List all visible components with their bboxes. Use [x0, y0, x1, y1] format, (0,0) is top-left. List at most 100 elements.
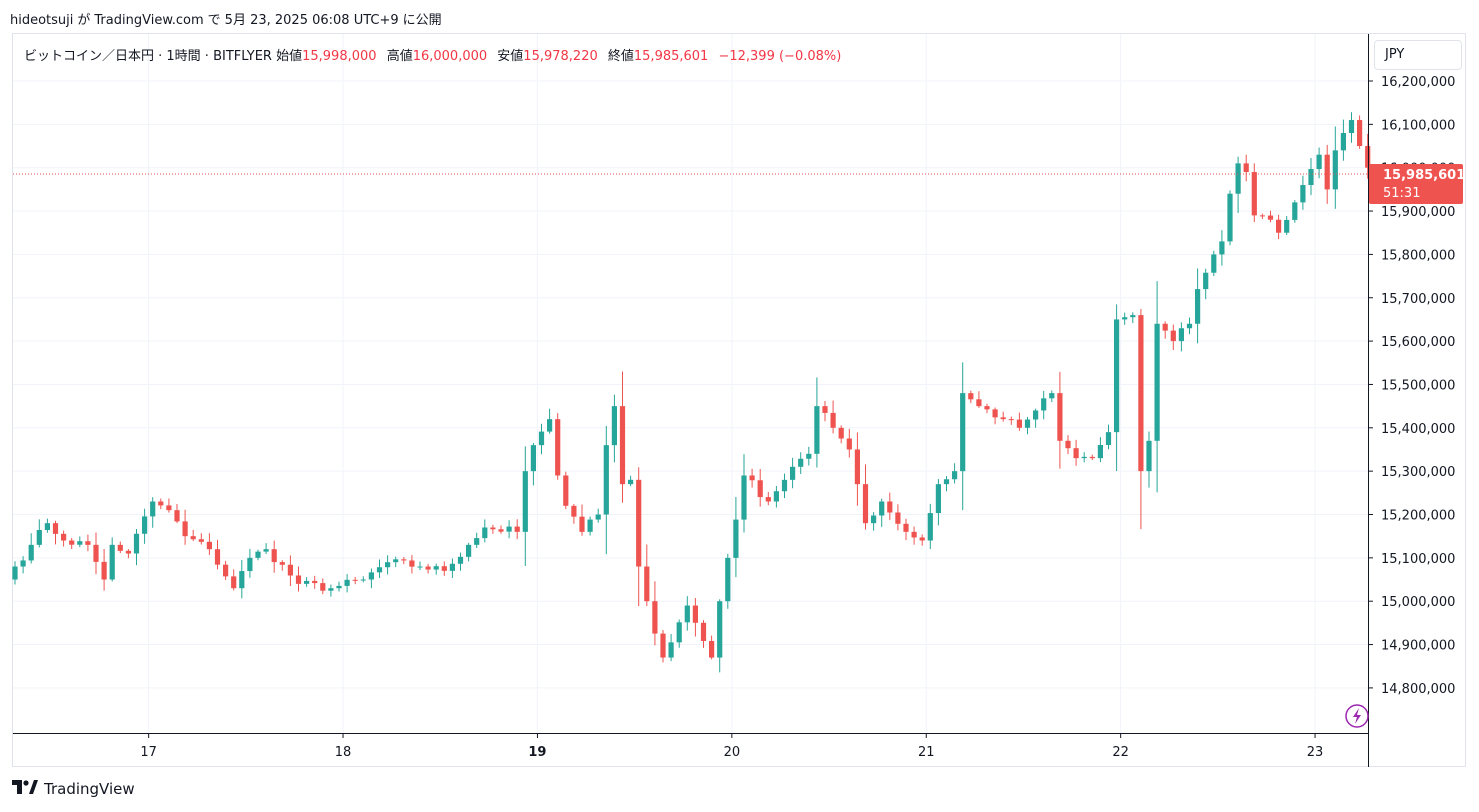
- candle: [239, 560, 245, 599]
- candle-body: [328, 588, 334, 591]
- candle: [223, 560, 229, 581]
- candle: [1308, 158, 1314, 196]
- candle-body: [611, 406, 617, 446]
- y-tick-label: 15,500,000: [1381, 378, 1455, 393]
- candle: [1024, 416, 1031, 435]
- candle-body: [1065, 440, 1071, 449]
- candle-body: [1300, 185, 1306, 203]
- candle: [587, 516, 593, 536]
- candle: [1146, 431, 1152, 488]
- candle-body: [895, 512, 901, 524]
- candle-body: [198, 539, 204, 542]
- time-axis[interactable]: 17 18 19 20 21 22 23: [140, 733, 1323, 760]
- candle: [142, 508, 148, 544]
- candle-body: [1203, 272, 1209, 290]
- candle-body: [1211, 254, 1217, 273]
- candle-body: [692, 605, 698, 623]
- grid-lines: [13, 34, 1368, 733]
- candle-body: [433, 566, 439, 570]
- candle: [320, 578, 326, 595]
- site-name[interactable]: TradingView.com: [94, 13, 204, 28]
- candle-body: [174, 510, 180, 522]
- candle-body: [854, 449, 860, 485]
- candle-body: [862, 484, 869, 524]
- currency-button[interactable]: JPY: [1374, 40, 1462, 70]
- candle-body: [838, 427, 844, 439]
- candle-body: [368, 572, 374, 580]
- candle-body: [158, 501, 164, 506]
- candle-body: [44, 523, 50, 530]
- candle: [1186, 317, 1193, 335]
- y-tick-label: 15,000,000: [1381, 595, 1455, 610]
- candle: [757, 469, 763, 507]
- candle-body: [522, 471, 528, 532]
- candle-body: [644, 566, 650, 602]
- author-name[interactable]: hideotsuji: [10, 13, 74, 28]
- candle-body: [190, 536, 196, 540]
- candle: [919, 534, 925, 546]
- candle: [360, 576, 366, 583]
- candle: [960, 362, 966, 511]
- candle: [733, 496, 739, 578]
- y-tick-label: 14,800,000: [1381, 682, 1455, 697]
- candle: [522, 446, 528, 566]
- candle-body: [871, 515, 877, 524]
- candle: [77, 536, 83, 548]
- candle: [1081, 452, 1087, 463]
- candle: [1365, 133, 1371, 179]
- last-price-badge: 15,985,601 51:31: [1369, 164, 1465, 204]
- candle-body: [150, 501, 156, 517]
- candle-body: [749, 475, 755, 481]
- candle: [1332, 126, 1338, 209]
- candle: [1292, 200, 1298, 223]
- candle-body: [757, 480, 763, 498]
- lightning-icon[interactable]: [1345, 704, 1369, 728]
- candle: [449, 558, 455, 578]
- candle-body: [61, 533, 67, 541]
- candle-body: [1000, 417, 1006, 420]
- candle-body: [287, 564, 293, 576]
- candle: [328, 584, 334, 597]
- legend-symbol[interactable]: ビットコイン／日本円 · 1時間 · BITFLYER: [24, 49, 272, 64]
- y-tick-label: 15,900,000: [1381, 205, 1455, 220]
- candle-body: [943, 479, 950, 485]
- candle-body: [733, 519, 739, 558]
- candle-body: [474, 538, 480, 545]
- candle: [555, 413, 561, 480]
- candle-body: [85, 541, 91, 545]
- candle-body: [725, 557, 731, 602]
- candle: [20, 556, 26, 574]
- candle: [547, 408, 553, 434]
- candle-body: [1024, 419, 1031, 428]
- candle-body: [587, 519, 593, 532]
- candle-body: [498, 529, 504, 532]
- candle: [781, 473, 788, 499]
- candle: [595, 508, 601, 523]
- candle: [344, 574, 350, 593]
- candle: [846, 428, 852, 458]
- candle-body: [530, 445, 536, 472]
- y-tick-label: 15,300,000: [1381, 465, 1455, 480]
- candle-body: [52, 523, 59, 534]
- candle: [1122, 312, 1128, 325]
- candle-body: [1276, 219, 1282, 233]
- candle-body: [20, 560, 26, 567]
- candle-body: [1235, 163, 1241, 194]
- candle-body: [919, 537, 925, 541]
- legend-high: 16,000,000: [412, 49, 488, 64]
- candle: [1243, 154, 1249, 182]
- candle-body: [482, 527, 488, 539]
- candle-body: [312, 580, 318, 584]
- candle-body: [976, 399, 982, 407]
- brand-footer[interactable]: TradingView: [12, 780, 135, 798]
- header-suffix: に公開: [402, 13, 442, 28]
- candle: [887, 492, 893, 520]
- candle: [247, 548, 253, 578]
- candle: [1340, 119, 1346, 161]
- candle: [514, 519, 520, 540]
- candle: [401, 557, 407, 565]
- candle: [1219, 230, 1225, 266]
- last-price-badge-countdown: 51:31: [1383, 186, 1420, 201]
- candle-body: [1033, 410, 1039, 420]
